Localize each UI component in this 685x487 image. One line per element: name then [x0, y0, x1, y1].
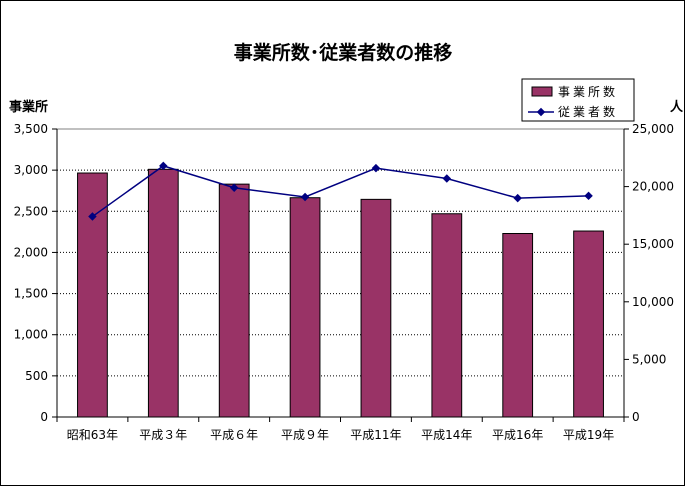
left-tick-label-3: 1,500 — [14, 287, 48, 301]
category-label-0: 昭和63年 — [67, 428, 118, 442]
axes — [52, 128, 629, 422]
plot-area — [56, 128, 625, 418]
point-employees-5 — [442, 174, 452, 183]
right-axis-title: 人 — [670, 99, 684, 115]
bar-offices-5 — [431, 213, 463, 418]
right-tick-label-1: 5,000 — [632, 352, 666, 366]
category-label-6: 平成16年 — [492, 428, 543, 442]
bar-offices-2 — [218, 183, 250, 418]
left-tick-label-2: 1,000 — [14, 328, 48, 342]
category-label-1: 平成３年 — [139, 428, 187, 442]
bar-offices-6 — [502, 233, 534, 418]
left-tick-label-6: 3,000 — [14, 163, 48, 177]
category-label-7: 平成19年 — [563, 428, 614, 442]
right-tick-label-4: 20,000 — [632, 180, 674, 194]
bar-offices-7 — [573, 230, 604, 418]
line-employees — [92, 165, 589, 218]
left-axis-title: 事業所 — [9, 99, 48, 115]
category-label-4: 平成11年 — [350, 428, 401, 442]
category-labels: 昭和63年 平成３年 平成６年 平成９年 平成11年 平成14年 平成16年 平成19年 — [67, 428, 614, 442]
left-tick-label-0: 0 — [40, 410, 48, 424]
point-employees-3 — [300, 192, 310, 202]
point-employees-2 — [229, 183, 239, 192]
left-tick-label-5: 2,500 — [14, 204, 48, 218]
chart-title: 事業所数･従業者数の推移 — [234, 41, 453, 64]
right-tick-label-3: 15,000 — [632, 237, 674, 251]
bar-offices-4 — [360, 198, 392, 418]
bar-offices-3 — [289, 197, 321, 418]
point-employees-4 — [371, 163, 381, 173]
legend-bar-swatch — [531, 86, 553, 97]
point-employees-0 — [88, 212, 97, 221]
bar-offices-1 — [147, 168, 179, 418]
left-tick-label-1: 500 — [25, 369, 48, 383]
right-tick-labels: 0 5,000 10,000 15,000 20,000 25,000 — [632, 122, 674, 424]
left-tick-labels: 0 500 1,000 1,500 2,000 2,500 3,000 3,500 — [14, 122, 48, 424]
legend-label-offices: 事業所数 — [558, 84, 618, 99]
legend-label-employees: 従業者数 — [558, 104, 618, 119]
point-employees-1 — [159, 161, 168, 171]
left-tick-label-4: 2,000 — [14, 245, 48, 259]
right-tick-label-5: 25,000 — [632, 122, 674, 136]
right-tick-label-0: 0 — [632, 410, 640, 424]
category-label-3: 平成９年 — [281, 428, 329, 442]
left-tick-label-7: 3,500 — [14, 122, 48, 136]
category-label-2: 平成６年 — [210, 428, 258, 442]
legend: 事業所数 従業者数 — [521, 78, 635, 122]
right-tick-label-2: 10,000 — [632, 295, 674, 309]
category-label-5: 平成14年 — [421, 428, 472, 442]
